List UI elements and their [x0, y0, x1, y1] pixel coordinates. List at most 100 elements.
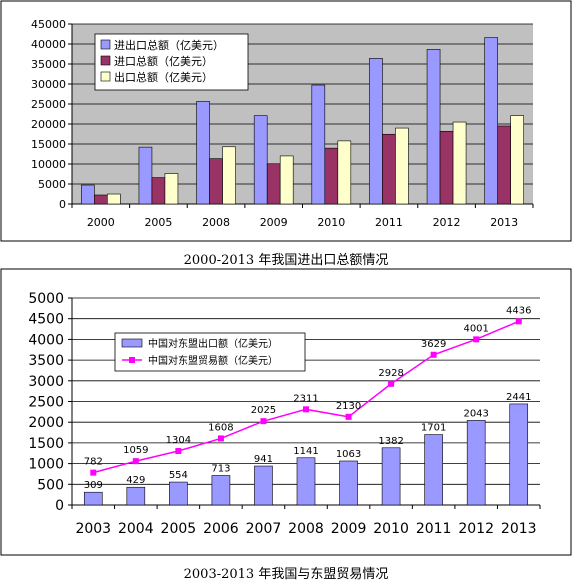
bar: [253, 115, 268, 205]
x-tick-label: 2009: [260, 216, 288, 229]
bar: [81, 184, 95, 205]
bar: [151, 177, 166, 205]
bar: [452, 121, 467, 205]
line-point: [430, 351, 437, 358]
x-tick-label: 2010: [373, 521, 409, 537]
y-tick-label: 1500: [28, 436, 64, 452]
bar: [510, 115, 524, 205]
bar-data-label: 554: [169, 470, 188, 481]
bar-data-label: 429: [126, 475, 145, 486]
y-tick-label: 30000: [31, 78, 66, 91]
bar: [424, 434, 443, 506]
import-export-chart: 0 5000 10000 15000 20000 25000 30000 35000 40000…: [0, 0, 572, 242]
line-point: [90, 469, 97, 476]
x-tick-label: 2008: [288, 521, 324, 537]
y-tick-label: 25000: [31, 98, 66, 111]
x-tick-label: 2009: [331, 521, 367, 537]
bar: [209, 158, 223, 205]
x-tick-label: 2000: [87, 216, 115, 229]
bar: [311, 84, 326, 205]
y-tick-label: 5000: [38, 178, 66, 191]
y-tick-label: 15000: [31, 138, 66, 151]
legend-swatch: [100, 39, 111, 50]
bar: [426, 49, 441, 205]
line-point: [260, 418, 267, 425]
bar: [169, 481, 188, 506]
bar-data-label: 1141: [293, 446, 318, 457]
legend-swatch: [121, 338, 143, 348]
line-data-label: 2130: [336, 401, 361, 412]
line-point: [132, 458, 139, 465]
y-tick-label: 0: [59, 198, 66, 211]
bar: [381, 447, 401, 506]
line-point: [473, 336, 480, 343]
legend-label: 中国对东盟贸易额（亿美元）: [148, 354, 278, 367]
y-tick-label: 5000: [28, 291, 64, 307]
line-data-label: 1608: [208, 422, 233, 433]
legend-swatch: [100, 71, 111, 82]
line-point: [217, 435, 224, 442]
bar-data-label: 1701: [421, 423, 446, 434]
bar: [337, 140, 352, 205]
bar: [83, 491, 103, 506]
y-tick-label: 40000: [31, 38, 66, 51]
x-tick-label: 2011: [416, 521, 452, 537]
legend-label: 进出口总额（亿美元）: [114, 38, 224, 52]
y-tick-label: 2000: [28, 415, 64, 431]
legend-box: [114, 332, 306, 372]
bar: [126, 486, 146, 506]
bar: [196, 101, 210, 205]
line-point: [345, 413, 352, 420]
bar: [107, 193, 121, 205]
bar: [369, 58, 383, 205]
y-tick-label: 20000: [31, 118, 66, 131]
bar-data-label: 2043: [463, 408, 488, 419]
x-tick-label: 2012: [458, 521, 494, 537]
bar-data-label: 1063: [336, 449, 361, 460]
x-tick-label: 2013: [490, 216, 518, 229]
line-data-label: 4001: [463, 323, 488, 334]
bar: [466, 420, 486, 506]
x-tick-label: 2004: [118, 521, 154, 537]
y-tick-label: 35000: [31, 58, 66, 71]
x-tick-label: 2005: [144, 216, 172, 229]
y-tick-label: 4000: [28, 332, 64, 348]
x-tick-label: 2012: [433, 216, 461, 229]
asean-trade-chart: 0 500 1000 1500 2000 2500 3000 3500 4000 4500 5000…: [0, 268, 572, 556]
bar: [94, 194, 108, 205]
y-tick-label: 10000: [31, 158, 66, 171]
bar: [279, 155, 294, 205]
bar: [138, 146, 153, 205]
bar: [324, 147, 339, 205]
x-tick-label: 2011: [375, 216, 403, 229]
bar: [211, 475, 231, 506]
line-data-label: 2025: [251, 405, 276, 416]
line-point: [388, 380, 395, 387]
chart2-caption: 2003-2013 年我国与东盟贸易情况: [183, 567, 389, 582]
y-tick-label: 45000: [31, 18, 66, 31]
legend-box: [94, 33, 249, 91]
y-tick-label: 4500: [28, 312, 64, 328]
line-data-label: 782: [84, 457, 103, 468]
y-tick-label: 500: [37, 477, 64, 493]
bar-data-label: 1382: [378, 436, 403, 447]
line-data-label: 1304: [166, 435, 191, 446]
bar: [509, 403, 529, 506]
line-data-label: 4436: [506, 305, 531, 316]
bar-data-label: 941: [254, 454, 273, 465]
bar-data-label: 2441: [506, 392, 531, 403]
legend-label: 进口总额（亿美元）: [114, 54, 213, 68]
bar: [484, 37, 498, 205]
y-tick-label: 3000: [28, 374, 64, 390]
bar: [339, 460, 358, 506]
x-tick-label: 2005: [161, 521, 197, 537]
x-tick-label: 2007: [246, 521, 282, 537]
x-tick-label: 2010: [317, 216, 345, 229]
bar-data-label: 309: [84, 480, 103, 491]
line-data-label: 2928: [378, 368, 403, 379]
x-tick-label: 2003: [75, 521, 111, 537]
x-tick-label: 2008: [202, 216, 230, 229]
y-tick-label: 1000: [28, 457, 64, 473]
bar: [222, 146, 236, 205]
bar: [296, 457, 316, 506]
